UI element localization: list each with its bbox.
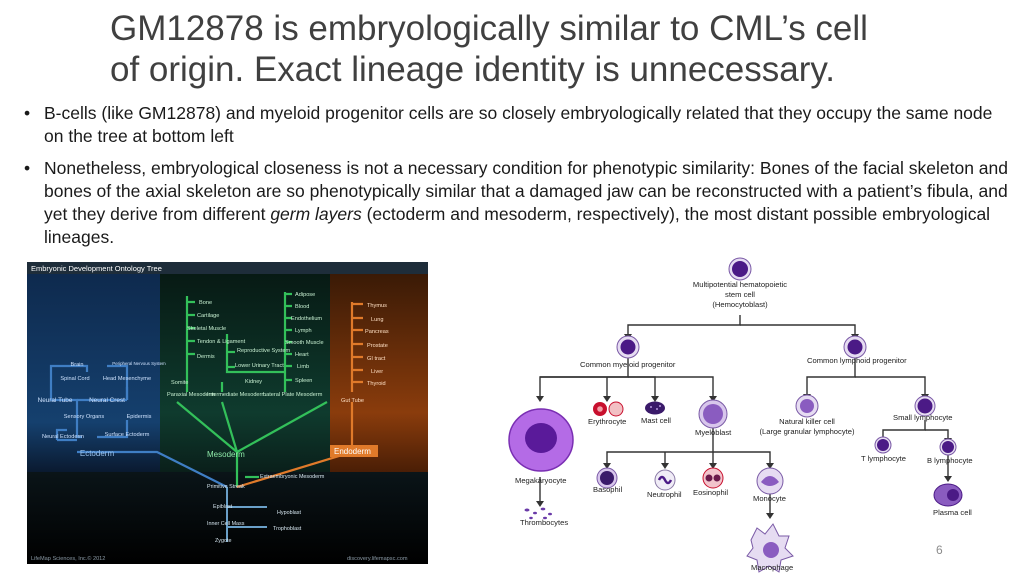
- tree-meso-label: Limb: [297, 364, 309, 370]
- tree-early-label: Epiblast: [213, 504, 233, 510]
- lymphoid-progenitor-label: Common lymphoid progenitor: [807, 356, 907, 365]
- tree-footer-right: discovery.lifemapsc.com: [347, 556, 408, 562]
- tree-ectoderm-layer: Ectoderm: [80, 449, 115, 458]
- tree-ecto-label: Neural Tube: [38, 397, 73, 404]
- bullet-2-text-a: Nonetheless, embryological closeness is …: [44, 158, 1008, 224]
- tree-early-label: Inner Cell Mass: [207, 521, 245, 527]
- tree-meso-label: Blood: [295, 304, 309, 310]
- tree-ecto-label: Neural Ectoderm: [42, 434, 84, 440]
- stem-cell-nucleus-icon: [732, 261, 748, 277]
- tree-endoderm-layer: Endoderm: [334, 447, 371, 456]
- mast-cell-icon: [645, 401, 665, 415]
- erythrocyte-label: Erythrocyte: [588, 417, 626, 426]
- tree-ecto-label: Neural Crest: [89, 397, 125, 404]
- stem-cell-label: Multipotential hematopoietic: [693, 280, 787, 289]
- bullet-item-2: Nonetheless, embryological closeness is …: [22, 157, 1012, 249]
- endoderm-region: [330, 274, 428, 472]
- macrophage-label: Macrophage: [751, 563, 793, 572]
- bullet-2-text-b: (ectoderm and mesoderm, respectively), t…: [44, 204, 991, 247]
- tree-meso-label: Skeletal Muscle: [187, 326, 226, 332]
- tree-endo-label: Thyroid: [367, 381, 386, 387]
- tree-meso-label: Intermediate Mesoderm: [207, 392, 266, 398]
- tree-endo-label: Lung: [371, 317, 383, 323]
- tree-mesoderm-layer: Mesoderm: [207, 450, 245, 459]
- nk-cell-label: (Large granular lymphocyte): [760, 427, 855, 436]
- tree-meso-label: Dermis: [197, 354, 215, 360]
- tree-endo-label: Pancreas: [365, 329, 389, 335]
- tree-endo-label: Prostate: [367, 343, 388, 349]
- monocyte-label: Monocyte: [753, 494, 786, 503]
- mast-cell-label: Mast cell: [641, 416, 671, 425]
- tree-ecto-label: Brain: [70, 362, 83, 368]
- eosinophil-icon: [702, 467, 724, 489]
- tree-ecto-label: Sensory Organs: [64, 414, 105, 420]
- tree-meso-label: Spleen: [295, 378, 312, 384]
- stem-cell-label: stem cell: [725, 290, 755, 299]
- tree-endo-label: Thymus: [367, 303, 387, 309]
- endoderm-layer-box: [330, 445, 378, 457]
- basophil-label: Basophil: [593, 485, 622, 494]
- eosinophil-label: Eosinophil: [693, 488, 728, 497]
- tree-meso-label: Endothelium: [291, 316, 322, 322]
- page-number: 6: [936, 543, 943, 557]
- tree-meso-label: Smooth Muscle: [285, 340, 324, 346]
- tree-endo-label: GI tract: [367, 356, 386, 362]
- small-lymphocyte-label: Small lymphocyte: [893, 413, 953, 422]
- stem-cell-label: (Hemocytoblast): [712, 300, 768, 309]
- tree-meso-label: Kidney: [245, 379, 262, 385]
- tree-meso-label: Cartilage: [197, 313, 219, 319]
- bullet-item-1: B-cells (like GM12878) and myeloid proge…: [22, 102, 1012, 148]
- b-lymphocyte-label: B lymphocyte: [927, 456, 973, 465]
- slide-title-line-1: GM12878 is embryologically similar to CM…: [110, 9, 868, 48]
- thrombocytes-label: Thrombocytes: [520, 518, 568, 527]
- tree-title: Embryonic Development Ontology Tree: [31, 264, 162, 273]
- tree-meso-label: Adipose: [295, 292, 315, 298]
- tree-meso-label: Tendon & Ligament: [197, 339, 246, 345]
- hematopoiesis-diagram: Multipotential hematopoietic stem cell (…: [495, 252, 1015, 576]
- tree-meso-label: Heart: [295, 352, 309, 358]
- tree-early-label: Extraembryonic Mesoderm: [260, 474, 325, 480]
- tree-endo-label: Gut Tube: [341, 398, 364, 404]
- tree-ecto-label: Surface Ectoderm: [105, 432, 150, 438]
- bullet-list: B-cells (like GM12878) and myeloid proge…: [22, 102, 1012, 258]
- slide-title: GM12878 is embryologically similar to CM…: [110, 8, 990, 90]
- ectoderm-region: [27, 274, 160, 472]
- tree-meso-label: Lymph: [295, 328, 312, 334]
- tree-early-label: Trophoblast: [273, 526, 302, 532]
- tree-meso-label: Reproductive System: [237, 348, 291, 354]
- tree-meso-label: Somite: [171, 380, 188, 386]
- tree-ecto-label: Epidermis: [127, 414, 152, 420]
- ontology-tree-figure: Embryonic Development Ontology Tree: [27, 262, 428, 564]
- thrombocytes-icon: [524, 507, 552, 520]
- bullet-2-emphasis: germ layers: [270, 204, 362, 224]
- tree-early-label: Hypoblast: [277, 510, 301, 516]
- neutrophil-label: Neutrophil: [647, 490, 682, 499]
- tree-meso-label: Lower Urinary Tract: [235, 363, 284, 369]
- tree-meso-label: Paraxial Mesoderm: [167, 392, 216, 398]
- tree-early-label: Zygote: [215, 538, 231, 544]
- megakaryocyte-label: Megakaryocyte: [515, 476, 567, 485]
- tree-ecto-label: Peripheral Nervous System: [112, 361, 166, 366]
- tree-early-label: Primitive Streak: [207, 484, 245, 490]
- t-lymphocyte-label: T lymphocyte: [861, 454, 906, 463]
- plasma-cell-label: Plasma cell: [933, 508, 972, 517]
- tree-ecto-label: Spinal Cord: [60, 376, 89, 382]
- tree-meso-label: Lateral Plate Mesoderm: [263, 392, 323, 398]
- slide-title-line-2: of origin. Exact lineage identity is unn…: [110, 50, 836, 89]
- tree-footer-left: LifeMap Sciences, Inc.© 2012: [31, 555, 105, 562]
- nk-cell-label: Natural killer cell: [779, 417, 835, 426]
- myeloid-progenitor-label: Common myeloid progenitor: [580, 360, 676, 369]
- tree-endo-label: Liver: [371, 369, 383, 375]
- tree-meso-label: Bone: [199, 300, 212, 306]
- tree-ecto-label: Head Mesenchyme: [103, 376, 151, 382]
- myeloblast-label: Myeloblast: [695, 428, 732, 437]
